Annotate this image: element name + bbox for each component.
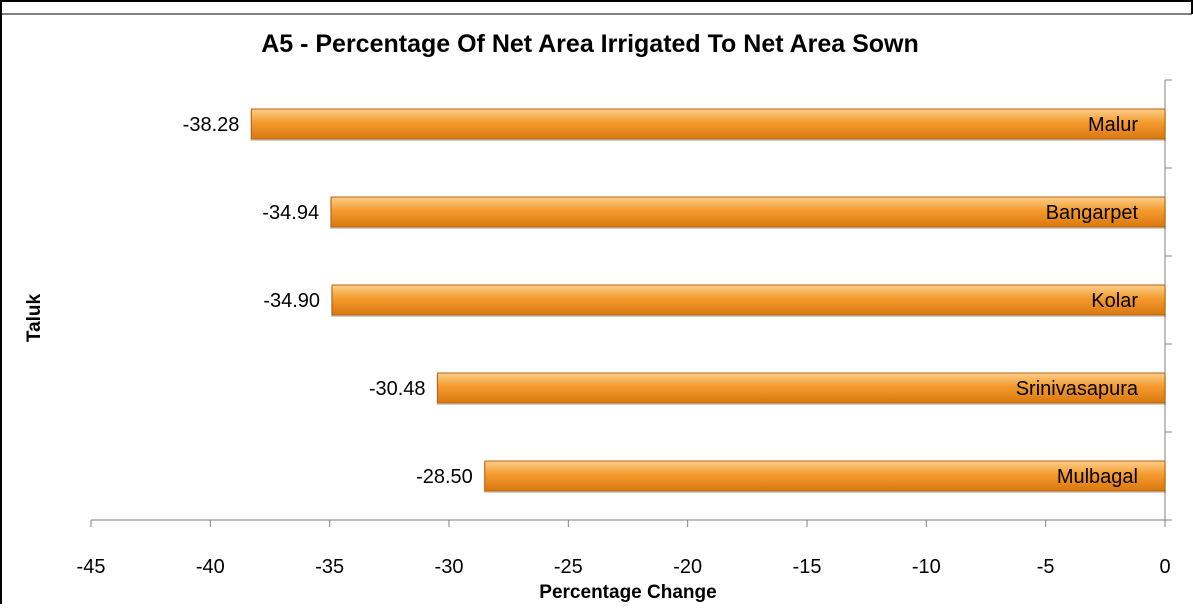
x-tick-label: 0 xyxy=(1159,556,1170,578)
x-tick-label: -5 xyxy=(1037,556,1055,578)
x-tick-label: -45 xyxy=(77,556,106,578)
category-label: Mulbagal xyxy=(1057,466,1138,488)
data-label: -38.28 xyxy=(183,114,240,136)
data-label: -34.94 xyxy=(262,202,319,224)
category-label: Srinivasapura xyxy=(1016,378,1139,400)
category-label: Malur xyxy=(1088,114,1138,136)
x-tick-label: -10 xyxy=(912,556,941,578)
x-tick-label: -20 xyxy=(673,556,702,578)
chart-title: A5 - Percentage Of Net Area Irrigated To… xyxy=(261,30,919,58)
x-tick-label: -40 xyxy=(196,556,225,578)
data-label: -34.90 xyxy=(263,290,320,312)
bar-malur xyxy=(250,108,1166,140)
bar-srinivasapura xyxy=(437,372,1166,404)
category-label: Bangarpet xyxy=(1046,202,1139,224)
data-label: -28.50 xyxy=(416,466,473,488)
x-tick-label: -25 xyxy=(554,556,583,578)
category-label: Kolar xyxy=(1091,290,1138,312)
bar-bangarpet xyxy=(330,196,1166,228)
plot-area: -45 -40 -35 -30 -25 -20 -15 -10 -5 0 Malur -38.28 Ba… xyxy=(77,79,1172,578)
x-tick-label: -30 xyxy=(435,556,464,578)
data-label: -30.48 xyxy=(369,378,426,400)
x-tick-label: -15 xyxy=(793,556,822,578)
bar-mulbagal xyxy=(484,460,1166,492)
bar-kolar xyxy=(331,284,1166,316)
x-axis-title: Percentage Change xyxy=(539,582,716,603)
y-axis-title: Taluk xyxy=(24,293,45,342)
x-tick-label: -35 xyxy=(315,556,344,578)
